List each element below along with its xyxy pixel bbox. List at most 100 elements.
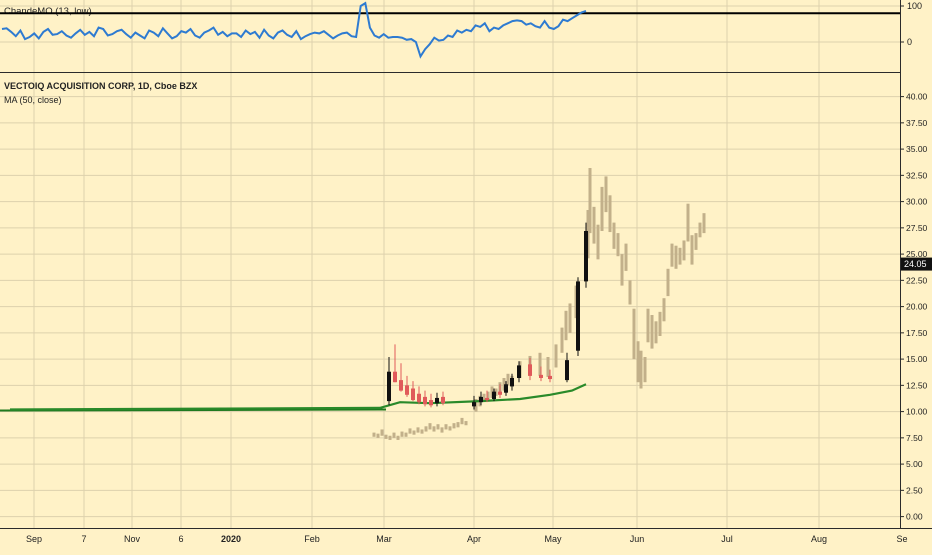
price-axis-ticks: 40.00 37.50 35.00 32.50 30.00 27.50 25.00 22.50… <box>900 92 928 522</box>
oscillator-axis-ticks: 100 0 <box>900 1 922 47</box>
ghost-bar <box>646 308 650 343</box>
time-axis-label: Apr <box>467 534 481 544</box>
ghost-bar <box>654 321 658 344</box>
ghost-bar <box>460 417 464 425</box>
oscillator-tick-label: 0 <box>907 37 912 47</box>
candle-body <box>472 402 476 407</box>
candle-body <box>510 378 514 387</box>
ghost-bar <box>388 435 392 440</box>
price-tick-label: 5.00 <box>906 459 923 469</box>
ghost-bar <box>636 341 640 383</box>
price-pane: VECTOIQ ACQUISITION CORP, 1D, Cboe BZX M… <box>0 81 932 522</box>
ghost-bar <box>698 222 702 238</box>
ghost-bar <box>400 431 404 437</box>
ghost-bar <box>464 421 468 426</box>
time-axis-label: Mar <box>376 534 392 544</box>
ghost-bar <box>650 315 654 349</box>
time-axis-label: Feb <box>304 534 320 544</box>
candlestick-series <box>387 222 588 410</box>
last-price-badge-box <box>901 257 932 271</box>
candle-body <box>435 397 439 404</box>
ghost-bar <box>643 357 647 383</box>
price-tick-label: 32.50 <box>906 170 928 180</box>
ghost-bar <box>428 423 432 430</box>
ghost-bar <box>444 424 448 430</box>
flat-price-baseline <box>0 408 387 412</box>
ghost-bar <box>416 427 420 433</box>
ghost-bar <box>486 391 490 402</box>
price-tick-label: 12.50 <box>906 380 928 390</box>
time-axis-label: Se <box>896 534 907 544</box>
ghost-bar <box>372 432 376 437</box>
candle-body <box>405 385 409 395</box>
ghost-bar <box>568 303 572 333</box>
candle-body <box>479 396 483 403</box>
ghost-bar <box>686 203 690 242</box>
price-tick-label: 20.00 <box>906 302 928 312</box>
ghost-bar <box>432 426 436 432</box>
ghost-price-bars <box>372 168 706 440</box>
gridlines <box>0 0 900 528</box>
ghost-bar <box>628 280 632 305</box>
ghost-bar <box>506 373 510 386</box>
price-tick-label: 22.50 <box>906 275 928 285</box>
ghost-bar <box>452 423 456 429</box>
ghost-bar <box>412 430 416 435</box>
ghost-bar <box>702 213 706 234</box>
ghost-bar <box>420 429 424 434</box>
candle-body <box>528 364 532 376</box>
price-tick-label: 37.50 <box>906 118 928 128</box>
ghost-bar <box>600 186 604 231</box>
ghost-bar <box>436 424 440 430</box>
time-axis-labels: Sep 7 Nov 6 2020 Feb Mar Apr May Jun Jul Aug Se <box>26 534 908 544</box>
candle-body <box>576 281 580 351</box>
ghost-bar <box>448 426 452 431</box>
price-tick-label: 40.00 <box>906 92 928 102</box>
oscillator-series-line <box>1 1 587 59</box>
ma-legend-label: MA (50, close) <box>4 95 62 105</box>
oscillator-pane: ChandeMO (13, low) 100 0 <box>0 1 922 59</box>
price-tick-label: 15.00 <box>906 354 928 364</box>
ghost-bar <box>608 195 612 233</box>
ghost-bar <box>662 298 666 322</box>
candle-body <box>441 396 445 404</box>
time-axis-label: 2020 <box>221 534 241 544</box>
ghost-bar <box>564 310 568 341</box>
price-tick-label: 27.50 <box>906 223 928 233</box>
ghost-bar <box>639 350 643 389</box>
ghost-bar <box>690 235 694 265</box>
candle-body <box>387 371 391 402</box>
ghost-bar <box>380 429 384 436</box>
candle-body <box>565 360 569 381</box>
oscillator-tick-label: 100 <box>907 1 922 11</box>
time-axis-label: Sep <box>26 534 42 544</box>
ghost-bar <box>666 268 670 297</box>
price-tick-label: 17.50 <box>906 328 928 338</box>
ghost-bar <box>396 435 400 440</box>
candle-body <box>539 374 543 378</box>
candle-body <box>485 397 489 401</box>
ghost-bar <box>670 243 674 267</box>
ghost-bar <box>392 432 396 438</box>
oscillator-label: ChandeMO (13, low) <box>4 6 92 17</box>
candle-body <box>498 391 502 395</box>
ghost-bar <box>592 206 596 244</box>
ghost-bar <box>616 233 620 257</box>
symbol-header: VECTOIQ ACQUISITION CORP, 1D, Cboe BZX <box>4 81 197 91</box>
candle-body <box>399 380 403 391</box>
ghost-bar <box>682 240 686 261</box>
ghost-bar <box>554 344 558 368</box>
time-axis-label: Jun <box>630 534 645 544</box>
ghost-bar <box>404 432 408 437</box>
ghost-bar <box>560 327 564 353</box>
ghost-bar <box>384 434 388 439</box>
ghost-bar <box>620 254 624 286</box>
candle-body <box>504 384 508 393</box>
candle-body <box>417 393 421 403</box>
ghost-bar <box>408 428 412 434</box>
ghost-bar <box>546 357 550 377</box>
price-tick-label: 0.00 <box>906 512 923 522</box>
price-tick-label: 7.50 <box>906 433 923 443</box>
price-tick-label: 30.00 <box>906 197 928 207</box>
